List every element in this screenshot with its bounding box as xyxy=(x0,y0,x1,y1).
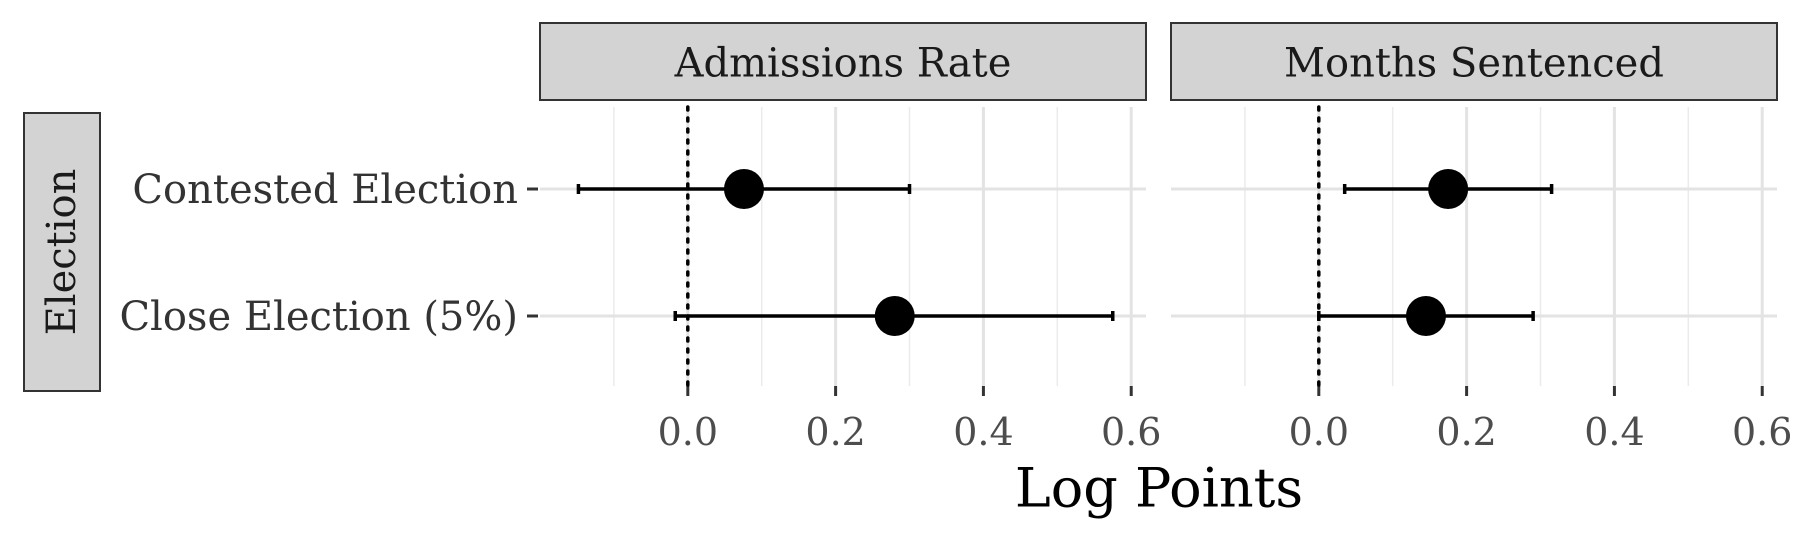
panel-title-admissions-rate: Admissions Rate xyxy=(674,41,1012,87)
x-tick-label: 0.6 xyxy=(1732,410,1792,454)
row-strip: Election xyxy=(23,112,101,392)
x-tick-label: 0.0 xyxy=(658,410,718,454)
x-tick-label: 0.4 xyxy=(1584,410,1644,454)
y-axis: Contested Election Close Election (5%) xyxy=(119,167,538,340)
x-tick-label: 0.0 xyxy=(1289,410,1349,454)
x-axis-title: Log Points xyxy=(1015,457,1303,520)
panel-title-months-sentenced: Months Sentenced xyxy=(1284,41,1664,87)
row-strip-label: Election xyxy=(39,169,85,336)
row-strip-box xyxy=(23,112,101,392)
panel-strip-months-sentenced xyxy=(1170,22,1778,101)
x-tick-label: 0.4 xyxy=(953,410,1013,454)
x-tick-label: 0.6 xyxy=(1101,410,1161,454)
category-label-close: Close Election (5%) xyxy=(119,294,518,340)
point-estimate xyxy=(723,169,764,209)
x-tick-label: 0.2 xyxy=(1436,410,1496,454)
point-estimate xyxy=(1405,296,1446,336)
category-label-contested: Contested Election xyxy=(132,167,518,213)
x-tick-label: 0.2 xyxy=(805,410,865,454)
panel-strip-admissions-rate xyxy=(539,22,1147,101)
panel-admissions-rate: Admissions Rate 0.0 0.2 0.4 0.6 xyxy=(539,22,1161,454)
panel-months-sentenced: Months Sentenced 0.0 0.2 0.4 0.6 xyxy=(1170,22,1792,454)
point-estimate xyxy=(1428,169,1469,209)
point-estimate xyxy=(874,296,915,336)
